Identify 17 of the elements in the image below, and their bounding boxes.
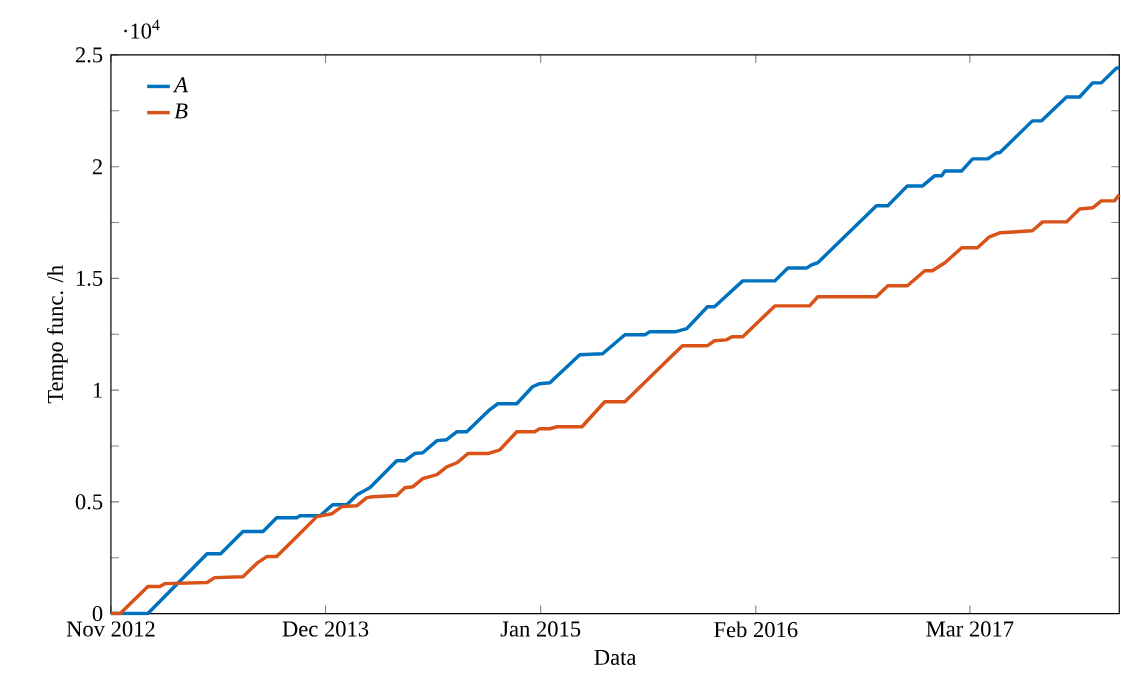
legend-label: B xyxy=(174,103,188,119)
y-tick-label: 2 xyxy=(92,159,102,175)
x-axis-title: Data xyxy=(594,650,637,666)
x-tick-label: Mar 2017 xyxy=(926,621,1014,637)
y-tick-label: 0 xyxy=(92,606,103,622)
legend-label: A xyxy=(172,77,189,93)
y-tick-label: 0.5 xyxy=(75,494,103,510)
x-tick-label: Feb 2016 xyxy=(714,621,798,638)
y-tick-label: 1 xyxy=(93,382,102,398)
text: ·10$^{4}$ xyxy=(124,19,160,39)
x-tick-label: Dec 2013 xyxy=(282,621,369,637)
x-tick-label: Jan 2015 xyxy=(500,621,581,637)
y-axis-title: Tempo func. /h xyxy=(46,265,68,404)
y-tick-label: 2.5 xyxy=(75,47,103,63)
y-tick-label: 1.5 xyxy=(76,271,103,287)
x-tick-label: Nov 2012 xyxy=(66,621,155,637)
line-series xyxy=(109,193,1121,616)
